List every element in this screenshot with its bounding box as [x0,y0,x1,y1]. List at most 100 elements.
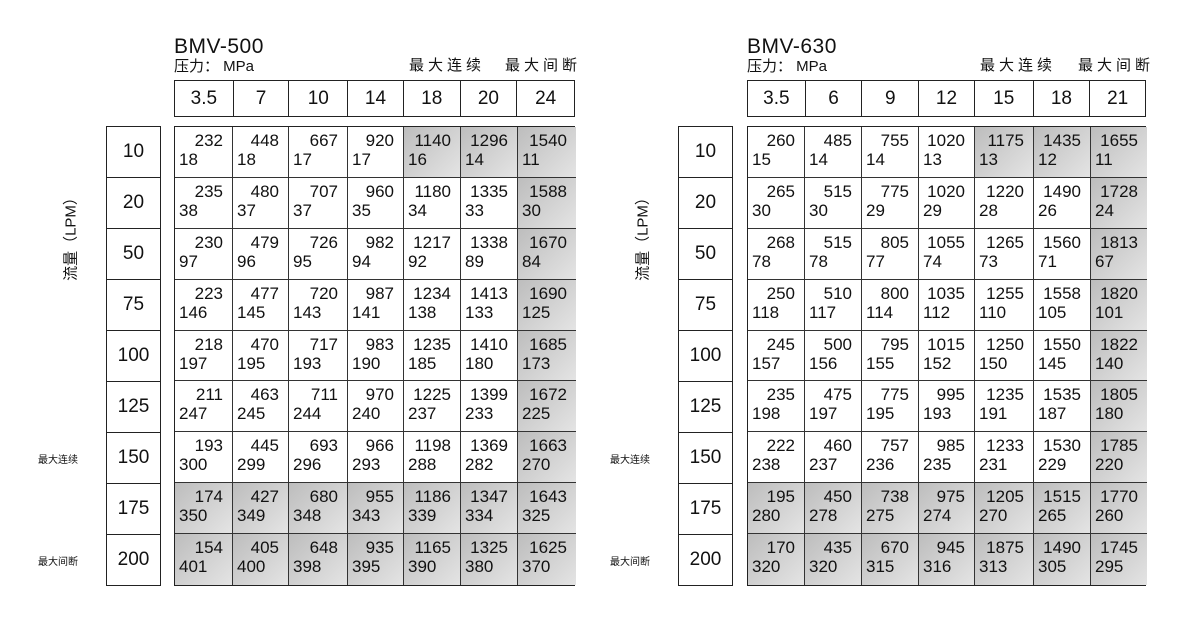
cell-primary-value: 195 [766,487,795,507]
table-cell: 693 296 [289,432,348,484]
row-marker-intermittent: 最大间断 [38,557,78,569]
table-cell: 1234 138 [404,279,461,331]
table-cell: 1233 231 [975,432,1034,484]
cell-secondary-value: 15 [752,150,771,169]
table-cell: 480 37 [233,177,289,229]
cell-primary-value: 945 [936,538,965,558]
table-cell: 195 280 [748,483,805,535]
cell-secondary-value: 315 [866,557,895,577]
table-cell: 975 274 [919,483,975,535]
cell-primary-value: 1535 [1043,385,1081,405]
cell-primary-value: 1685 [529,334,567,354]
cell-secondary-value: 343 [352,506,381,526]
cell-primary-value: 445 [250,436,279,456]
cell-primary-value: 1435 [1043,131,1081,150]
table-cell: 211 247 [175,381,233,433]
table-cell: 193 300 [175,432,233,484]
cell-primary-value: 955 [365,487,394,507]
cell-secondary-value: 325 [522,506,551,526]
cell-primary-value: 515 [823,232,852,252]
cell-primary-value: 1338 [470,232,508,252]
cell-primary-value: 1413 [470,283,508,303]
table-cell: 1813 67 [1091,228,1147,280]
cell-primary-value: 982 [365,232,394,252]
table-cell: 1785 220 [1091,432,1147,484]
cell-secondary-value: 29 [866,200,885,220]
pressure-header-cell: 6 [804,81,862,116]
cell-secondary-value: 280 [752,506,781,526]
cell-primary-value: 1035 [927,283,965,303]
pressure-unit-label: 压力： MPa [747,58,828,75]
cell-secondary-value: 190 [352,353,381,373]
cell-primary-value: 427 [250,487,279,507]
table-cell: 1663 270 [518,432,576,484]
cell-secondary-value: 156 [809,353,838,373]
cell-secondary-value: 180 [465,353,494,373]
table-cell: 1550 145 [1034,330,1091,382]
cell-primary-value: 1728 [1100,181,1138,201]
flow-value-cell: 150 [679,433,732,484]
table-cell: 1822 140 [1091,330,1147,382]
table-cell: 1745 295 [1091,534,1147,585]
cell-secondary-value: 282 [465,455,494,475]
model-title: BMV-500 [174,35,264,58]
cell-secondary-value: 13 [923,150,942,169]
table-cell: 515 78 [805,228,862,280]
cell-primary-value: 1663 [529,436,567,456]
table-cell: 757 236 [862,432,919,484]
cell-secondary-value: 13 [979,150,998,169]
table-cell: 805 77 [862,228,919,280]
table-cell: 1728 24 [1091,177,1147,229]
table-cell: 232 18 [175,127,233,178]
cell-secondary-value: 92 [408,251,427,271]
table-cell: 235 38 [175,177,233,229]
cell-secondary-value: 11 [1095,150,1113,169]
cell-secondary-value: 67 [1095,251,1114,271]
cell-secondary-value: 305 [1038,557,1067,577]
cell-secondary-value: 295 [1095,557,1124,577]
cell-secondary-value: 146 [179,302,208,322]
cell-primary-value: 1820 [1100,283,1138,303]
cell-primary-value: 970 [365,385,394,405]
cell-secondary-value: 105 [1038,302,1067,322]
cell-primary-value: 1822 [1100,334,1138,354]
cell-secondary-value: 339 [408,506,437,526]
row-marker-continuous: 最大连续 [610,455,650,467]
cell-primary-value: 1515 [1043,487,1081,507]
cell-primary-value: 1540 [529,131,567,150]
table-cell: 1020 13 [919,127,975,178]
cell-primary-value: 775 [880,181,909,201]
cell-secondary-value: 95 [293,251,312,271]
cell-primary-value: 1225 [413,385,451,405]
table-cell: 479 96 [233,228,289,280]
table-cell: 800 114 [862,279,919,331]
cell-secondary-value: 30 [522,200,541,220]
table-cell: 1875 313 [975,534,1034,585]
cell-secondary-value: 398 [293,557,322,577]
cell-secondary-value: 112 [923,302,951,322]
table-cell: 960 35 [348,177,404,229]
cell-secondary-value: 220 [1095,455,1124,475]
cell-primary-value: 500 [823,334,852,354]
cell-secondary-value: 247 [179,404,208,424]
table-cell: 1625 370 [518,534,576,585]
cell-secondary-value: 78 [809,251,828,271]
cell-primary-value: 1186 [414,487,451,507]
row-marker-continuous: 最大连续 [38,455,78,467]
table-cell: 1205 270 [975,483,1034,535]
cell-secondary-value: 275 [866,506,895,526]
cell-secondary-value: 140 [1095,353,1124,373]
cell-secondary-value: 244 [293,404,322,424]
cell-secondary-value: 138 [408,302,437,322]
table-cell: 1560 71 [1034,228,1091,280]
flow-value-cell: 125 [679,382,732,433]
cell-primary-value: 1785 [1100,436,1138,456]
cell-primary-value: 193 [194,436,223,456]
table-cell: 995 193 [919,381,975,433]
cell-secondary-value: 191 [979,404,1008,424]
cell-secondary-value: 274 [923,506,952,526]
table-cell: 1217 92 [404,228,461,280]
cell-secondary-value: 240 [352,404,381,424]
cell-secondary-value: 37 [293,200,312,220]
table-cell: 235 198 [748,381,805,433]
